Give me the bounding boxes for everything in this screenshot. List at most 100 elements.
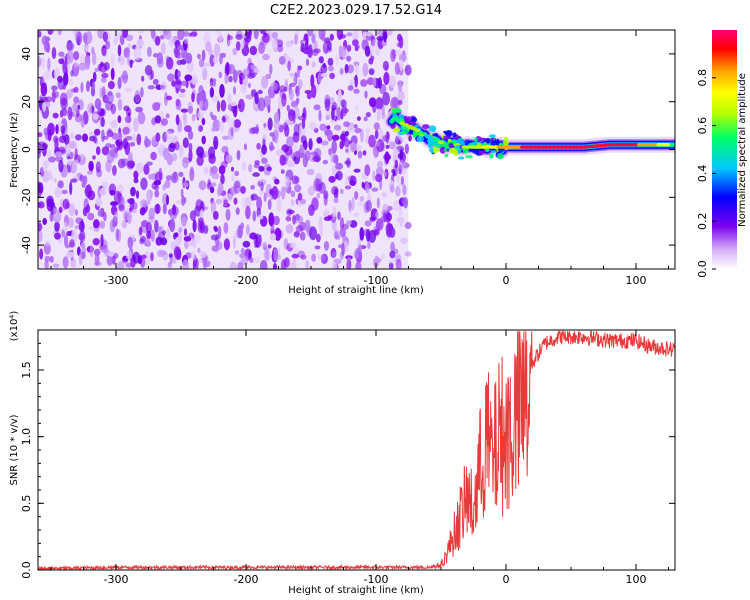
noise-blob <box>220 161 228 169</box>
noise-blob <box>110 144 116 149</box>
noise-blob <box>339 133 348 142</box>
noise-blob <box>154 220 159 233</box>
colorbar-tick-label: 0.6 <box>696 117 709 135</box>
noise-blob <box>40 82 48 97</box>
noise-blob <box>331 107 335 121</box>
noise-blob <box>117 141 123 151</box>
noise-blob <box>117 98 123 111</box>
noise-blob <box>297 192 303 201</box>
noise-blob <box>228 39 232 46</box>
noise-blob <box>38 222 43 232</box>
noise-blob <box>223 238 230 251</box>
noise-blob <box>382 60 389 71</box>
noise-blob <box>110 53 115 66</box>
noise-blob <box>217 182 224 194</box>
noise-blob <box>233 86 236 95</box>
noise-blob <box>268 212 275 227</box>
noise-blob <box>100 108 106 117</box>
noise-blob <box>311 48 319 57</box>
noise-blob <box>311 33 316 44</box>
noise-blob <box>70 132 75 140</box>
noise-blob <box>267 244 272 249</box>
noise-blob <box>318 110 322 122</box>
noise-blob <box>315 178 323 192</box>
noise-blob <box>219 84 225 98</box>
noise-blob <box>260 181 264 192</box>
noise-blob <box>259 260 268 269</box>
noise-blob <box>209 87 215 98</box>
noise-blob <box>144 238 151 245</box>
noise-blob <box>392 171 396 177</box>
snr-ytick-label: 1.0 <box>20 428 33 446</box>
spectrogram-ytick-label: 20 <box>20 95 33 109</box>
noise-blob <box>140 235 146 243</box>
spectrogram-ytick-label: 0 <box>20 146 33 153</box>
noise-blob <box>40 57 45 68</box>
snr-ytick-label: 0.0 <box>20 561 33 579</box>
noise-blob <box>91 46 95 55</box>
noise-blob <box>252 172 260 177</box>
noise-blob <box>102 31 108 42</box>
noise-blob <box>240 222 244 230</box>
noise-blob <box>298 65 303 71</box>
spectrogram-ytick-label: -40 <box>20 236 33 254</box>
noise-blob <box>354 191 359 200</box>
noise-blob <box>92 71 97 82</box>
noise-blob <box>323 193 328 206</box>
noise-blob <box>298 125 303 137</box>
noise-blob <box>87 170 94 175</box>
noise-blob <box>302 154 308 168</box>
noise-blob <box>362 31 367 40</box>
noise-blob <box>152 102 161 111</box>
noise-blob <box>111 132 119 140</box>
noise-blob <box>39 248 44 260</box>
noise-blob <box>283 52 288 58</box>
noise-blob <box>203 151 209 158</box>
noise-blob <box>154 115 162 124</box>
ridge-blob <box>445 130 453 137</box>
noise-blob <box>228 75 233 83</box>
colorbar-ticks: 0.0 0.2 0.4 0.6 0.8 <box>696 69 716 278</box>
noise-blob <box>237 103 242 109</box>
noise-blob <box>404 64 412 76</box>
noise-blob <box>272 263 278 269</box>
noise-blob <box>389 75 397 88</box>
noise-blob <box>304 40 309 50</box>
noise-blob <box>183 31 190 37</box>
noise-blob <box>81 246 86 257</box>
noise-blob <box>271 31 278 39</box>
noise-blob <box>42 218 47 225</box>
noise-blob <box>315 172 323 185</box>
noise-blob <box>383 71 390 86</box>
noise-blob <box>398 159 405 170</box>
noise-blob <box>304 219 311 233</box>
noise-blob <box>174 141 180 151</box>
noise-blob <box>173 246 182 259</box>
noise-blob <box>381 111 386 120</box>
noise-blob <box>113 210 119 222</box>
ridge-blob <box>422 124 430 129</box>
noise-blob <box>256 196 262 211</box>
noise-blob <box>63 134 70 145</box>
noise-blob <box>388 262 394 269</box>
spectrogram-xtick-label: -300 <box>104 274 129 287</box>
noise-blob <box>376 197 380 209</box>
noise-blob <box>54 232 61 240</box>
noise-blob <box>395 258 402 269</box>
noise-blob <box>38 182 44 194</box>
noise-blob <box>101 72 109 79</box>
noise-blob <box>144 138 152 148</box>
noise-blob <box>165 227 171 240</box>
noise-blob <box>234 178 242 187</box>
noise-blob <box>311 61 316 68</box>
noise-blob <box>318 216 323 230</box>
noise-blob <box>368 229 377 243</box>
noise-blob <box>375 218 384 231</box>
noise-blob <box>135 162 144 174</box>
ridge-blob <box>395 109 403 113</box>
noise-blob <box>261 157 268 164</box>
noise-blob <box>150 151 157 161</box>
noise-blob <box>302 113 306 118</box>
noise-blob <box>202 67 208 81</box>
noise-blob <box>111 254 116 265</box>
